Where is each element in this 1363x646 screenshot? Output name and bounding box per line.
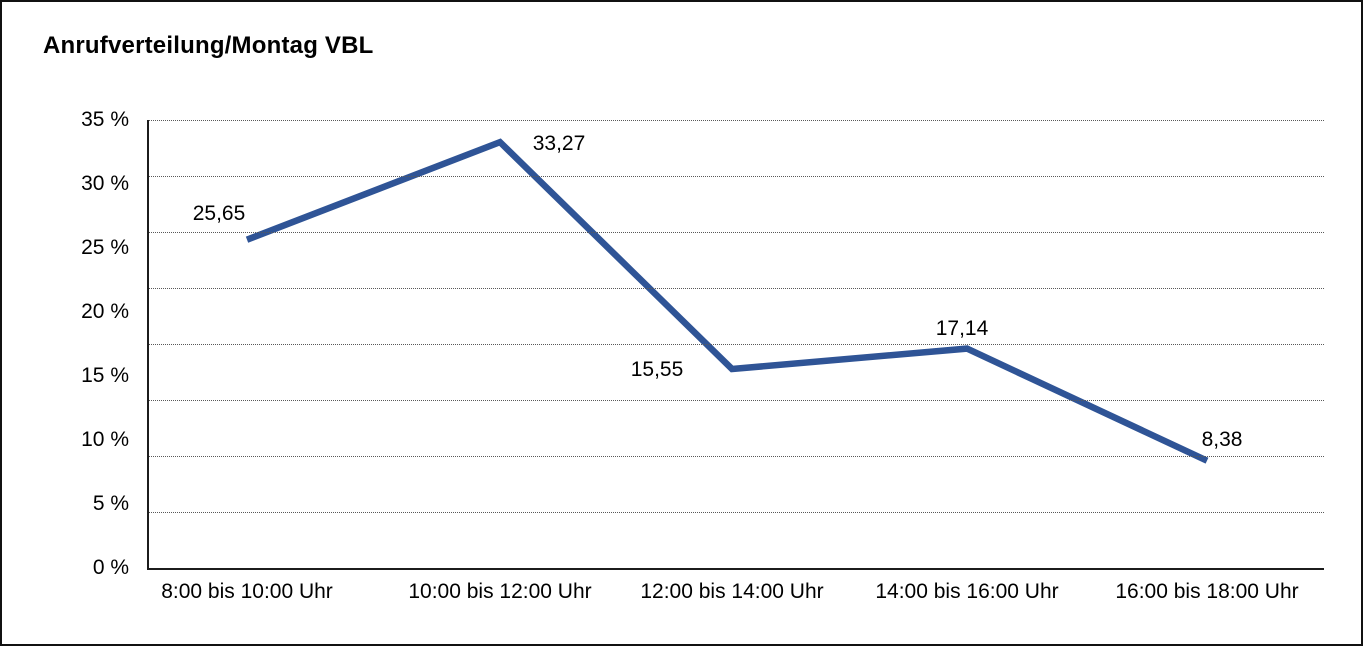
x-axis-category-label: 16:00 bis 18:00 Uhr: [1115, 580, 1299, 603]
gridline: [149, 231, 1324, 233]
y-axis-tick-label: 10 %: [81, 428, 129, 451]
data-point-label: 15,55: [630, 357, 684, 381]
gridline: [149, 287, 1324, 289]
y-axis-tick-label: 25 %: [81, 236, 129, 259]
data-point-label: 33,27: [532, 132, 586, 156]
plot-area: 35 % 30 % 25 % 20 % 15 % 10 % 5 % 0 % 8:00 bis 1…: [81, 109, 1324, 603]
x-axis-category-label: 14:00 bis 16:00 Uhr: [875, 580, 1059, 603]
gridline: [149, 175, 1324, 177]
data-point-label: 8,38: [1201, 427, 1243, 451]
gridline: [149, 399, 1324, 401]
x-axis-category-label: 10:00 bis 12:00 Uhr: [408, 580, 592, 603]
data-point-label: 25,65: [192, 201, 246, 225]
y-axis-tick-label: 15 %: [81, 364, 129, 387]
y-axis-tick-label: 0 %: [92, 556, 129, 579]
y-axis-tick-label: 20 %: [81, 300, 129, 323]
chart-title: Anrufverteilung/Montag VBL: [43, 32, 374, 59]
gridline: [149, 455, 1324, 457]
y-axis-tick-label: 30 %: [81, 172, 129, 195]
line-series-svg: [245, 138, 1209, 464]
gridline: [149, 119, 1324, 121]
gridline: [149, 343, 1324, 345]
trend-line: [245, 138, 1209, 464]
y-axis-tick-label: 35 %: [81, 108, 129, 131]
data-point-label: 17,14: [935, 316, 989, 340]
y-axis-tick-label: 5 %: [92, 492, 129, 515]
gridline: [149, 511, 1324, 513]
x-axis-category-label: 8:00 bis 10:00 Uhr: [161, 580, 333, 603]
x-axis-category-label: 12:00 bis 14:00 Uhr: [640, 580, 824, 603]
